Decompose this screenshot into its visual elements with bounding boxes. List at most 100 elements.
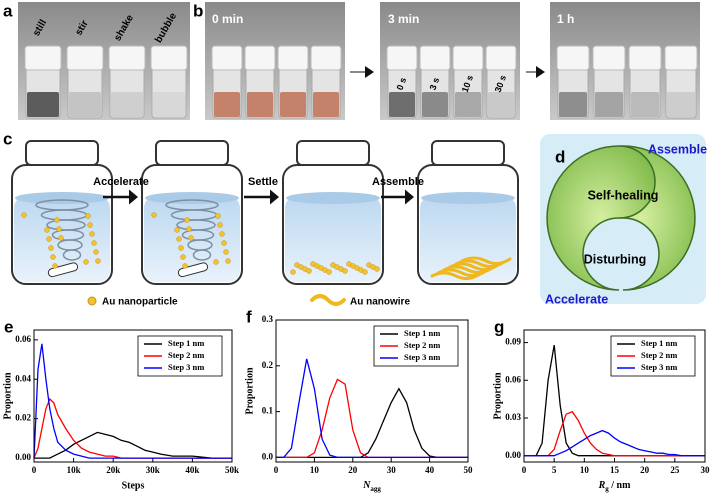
plot-frame [523, 329, 706, 463]
particle [342, 268, 348, 274]
y-tick-label: 0.03 [505, 412, 521, 422]
vial-cap [150, 45, 188, 71]
x-axis-label-part: R [598, 480, 606, 491]
legend-label: Step 3 nm [168, 362, 204, 372]
y-tick-label: 0.3 [262, 314, 274, 324]
vial-cap [556, 45, 590, 71]
particle [87, 222, 93, 228]
panel-label: a [3, 1, 13, 20]
photo-label: 3 min [388, 12, 419, 26]
x-tick-label: 40 [425, 465, 435, 475]
particle [54, 217, 60, 223]
jar-body [141, 164, 243, 285]
vial-liquid [247, 92, 273, 117]
cycle-label: Accelerate [545, 292, 608, 306]
particle [362, 269, 368, 275]
jar-body [282, 164, 384, 285]
chart: e 0 10k 20k 30k 40k 50k 0.00 0.02 0.04 0.06 Proport… [2, 317, 239, 491]
vial-cap [419, 45, 451, 71]
y-tick-label: 0.09 [505, 337, 521, 347]
y-tick-label: 0.00 [505, 450, 521, 460]
vial-liquid [595, 92, 623, 117]
y-tick-label: 0.06 [15, 334, 31, 344]
vial-cap [244, 45, 276, 71]
series-line [34, 431, 232, 459]
water-surface [15, 192, 109, 204]
arrow-label: Settle [248, 176, 278, 188]
x-tick-label: 30 [387, 465, 397, 475]
particle [93, 249, 99, 255]
yang [546, 145, 656, 291]
x-tick-label: 15 [610, 465, 620, 475]
x-tick-label: 30k [146, 465, 160, 475]
particle [188, 235, 194, 241]
x-tick-label: 50 [464, 465, 474, 475]
vial-cap [108, 45, 146, 71]
legend-label: Au nanoparticle [102, 297, 178, 308]
y-tick-label: 0.1 [262, 406, 274, 416]
panel-label: c [3, 129, 12, 148]
x-tick-label: 30 [701, 465, 711, 475]
cycle-label: Disturbing [584, 252, 647, 266]
arrow-head [536, 66, 545, 78]
x-axis-label-part: agg [370, 485, 381, 493]
particle [225, 258, 231, 264]
x-tick-label: 10 [310, 465, 320, 475]
series-line [33, 397, 232, 459]
vial-liquid [280, 92, 306, 117]
jar-body [417, 164, 519, 285]
particle [21, 212, 27, 218]
particle [221, 240, 227, 246]
particle [213, 259, 219, 265]
chart: f 0 10 20 30 40 50 0.0 0.1 0.2 0.3 Proportion Nagg St… [244, 307, 473, 492]
y-tick-label: 0.0 [262, 451, 274, 461]
arrow-head [270, 189, 279, 205]
arrow-label: Assemble [372, 176, 424, 188]
x-axis-label: Rg / nm [598, 480, 632, 492]
vial-liquid [214, 92, 240, 117]
x-axis-label: Nagg [362, 480, 381, 492]
series-line [33, 343, 232, 459]
legend-particle [87, 296, 97, 306]
jar-cap [25, 140, 99, 166]
jar-cap [431, 140, 505, 166]
x-tick-label: 20 [348, 465, 358, 475]
particle [174, 227, 180, 233]
particle [151, 212, 157, 218]
y-axis-label: Proportion [244, 367, 255, 414]
legend-label: Step 2 nm [641, 350, 677, 360]
vial-label: 0 s [395, 76, 409, 91]
vial-cap [592, 45, 626, 71]
legend-label: Au nanowire [350, 297, 410, 308]
particle [215, 213, 221, 219]
x-tick-label: 0 [32, 465, 37, 475]
water-surface [421, 192, 515, 204]
vial-cap [211, 45, 243, 71]
vial-cap [66, 45, 104, 71]
panel-label: d [555, 147, 565, 166]
y-tick-label: 0.2 [262, 360, 274, 370]
particle [56, 226, 62, 232]
particle [58, 235, 64, 241]
vial-cap [664, 45, 698, 71]
vial-cap [277, 45, 309, 71]
x-tick-label: 40k [185, 465, 199, 475]
legend-label: Step 2 nm [168, 350, 204, 360]
jar-water [285, 196, 381, 282]
particle [85, 213, 91, 219]
series-line [276, 387, 468, 459]
legend-label: Step 1 nm [641, 338, 677, 348]
particle [91, 240, 97, 246]
x-tick-label: 20k [106, 465, 120, 475]
photo-label: 1 h [557, 12, 574, 26]
water-surface [145, 192, 239, 204]
series-line [276, 358, 468, 459]
x-axis-label: Steps [122, 480, 145, 491]
vial-cap [452, 45, 484, 71]
particle [95, 258, 101, 264]
y-tick-label: 0.06 [505, 374, 521, 384]
vial-cap [310, 45, 342, 71]
vial-liquid [111, 92, 143, 117]
arrow-label: Accelerate [93, 176, 149, 188]
x-axis-label-part: N [362, 480, 371, 491]
